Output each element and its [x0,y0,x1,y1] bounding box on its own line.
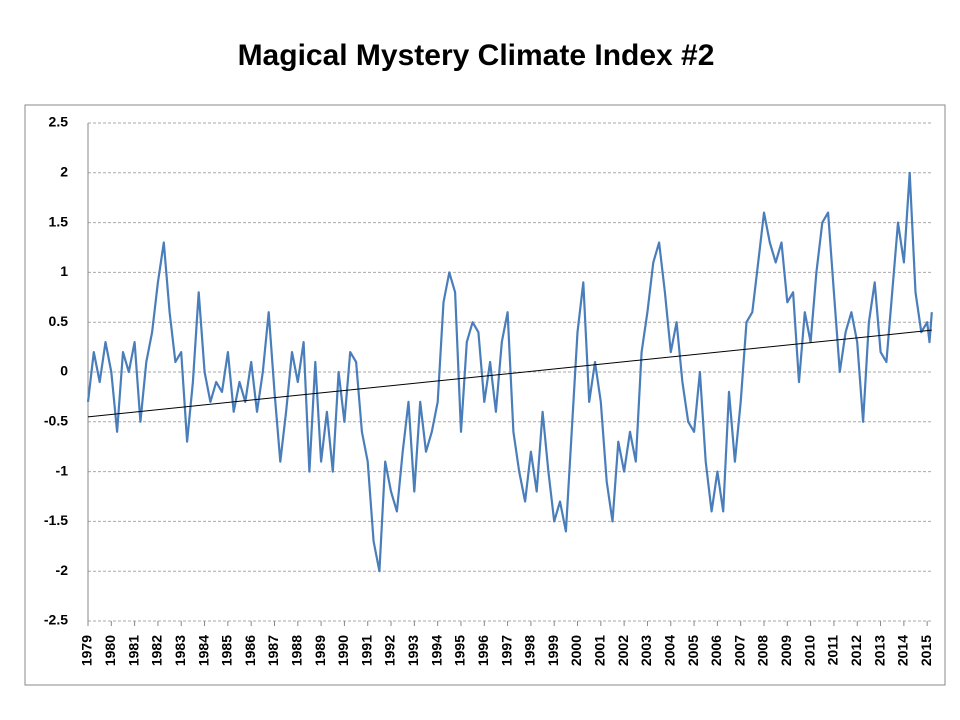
x-tick-label: 1990 [335,635,351,666]
x-tick-label: 1984 [195,635,211,666]
x-tick-label: 1997 [498,635,514,666]
x-tick-label: 2008 [755,635,771,666]
x-tick-label: 2012 [848,635,864,666]
x-tick-label: 2011 [825,635,841,666]
y-tick-label: -1.5 [44,512,68,528]
x-tick-label: 1992 [382,635,398,666]
y-tick-label: -2.5 [44,612,68,628]
y-tick-label: 1 [60,263,68,279]
x-tick-label: 2014 [895,635,911,666]
x-tick-label: 2004 [661,635,677,666]
x-tick-label: 1988 [288,635,304,666]
y-tick-label: -0.5 [44,413,68,429]
x-tick-label: 2003 [638,635,654,666]
y-tick-label: 0.5 [49,313,69,329]
x-tick-label: 1998 [522,635,538,666]
x-tick-label: 2009 [778,635,794,666]
y-tick-label: 0 [60,363,68,379]
x-tick-label: 2007 [731,635,747,666]
x-tick-label: 1996 [475,635,491,666]
x-tick-label: 2005 [685,635,701,666]
x-tick-label: 1983 [172,635,188,666]
trendline [87,329,932,418]
x-tick-label: 2015 [918,635,934,666]
x-tick-label: 2006 [708,635,724,666]
x-tick-label: 2013 [871,635,887,666]
x-tick-label: 2002 [615,635,631,666]
x-tick-label: 1995 [452,635,468,666]
x-tick-label: 2010 [801,635,817,666]
x-tick-label: 1982 [149,635,165,666]
x-tick-label: 1994 [428,635,444,666]
chart-title: Magical Mystery Climate Index #2 [238,39,715,72]
y-tick-label: 1.5 [49,213,69,229]
x-tick-label: 1985 [219,635,235,666]
x-tick-label: 1981 [125,635,141,666]
x-tick-label: 2001 [592,635,608,666]
y-tick-label: -2 [56,562,69,578]
y-tick-label: 2 [60,164,68,180]
y-tick-label: -1 [56,462,69,478]
x-tick-label: 1991 [358,635,374,666]
x-tick-label: 2000 [568,635,584,666]
x-tick-label: 1979 [79,635,95,666]
x-tick-label: 1989 [312,635,328,666]
x-tick-label: 1986 [242,635,258,666]
x-tick-label: 1987 [265,635,281,666]
data-line [86,171,933,573]
x-tick-label: 1999 [545,635,561,666]
x-tick-label: 1993 [405,635,421,666]
y-tick-label: 2.5 [49,114,69,130]
chart-border [24,104,946,686]
x-tick-label: 1980 [102,635,118,666]
